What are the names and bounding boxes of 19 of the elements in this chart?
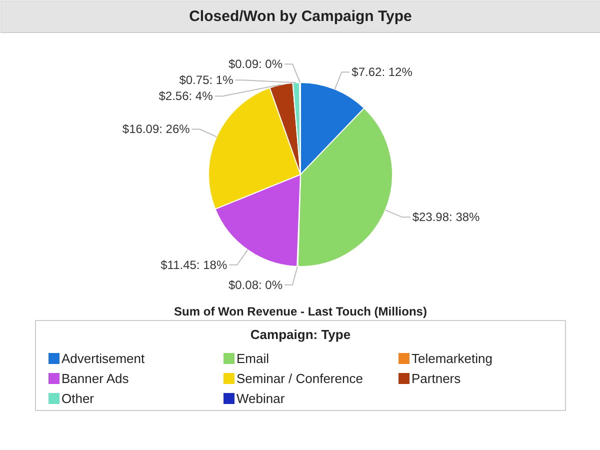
- legend-label: Partners: [412, 371, 462, 386]
- text: Sum of Won Revenue - Last Touch (Millions): [174, 304, 427, 318]
- data-label: $7.62: 12%: [352, 65, 413, 80]
- data-label: $0.09: 0%: [228, 57, 283, 72]
- data-label: $16.09: 26%: [122, 122, 190, 136]
- data-label: $2.56: 4%: [158, 89, 214, 104]
- legend-label: Advertisement: [62, 351, 145, 366]
- legend-label: Banner Ads: [62, 371, 130, 386]
- legend-label: Email: [236, 351, 270, 366]
- legend-label: Other: [62, 391, 95, 406]
- data-label: $0.08: 0%: [228, 278, 283, 292]
- legend-label: Webinar: [236, 391, 286, 406]
- legend-label: Telemarketing: [412, 351, 492, 366]
- data-label: $0.75: 1%: [179, 73, 234, 88]
- legend-label: Seminar / Conference: [236, 371, 363, 386]
- chart-title: Closed/Won by Campaign Type: [189, 8, 412, 25]
- data-label: $11.45: 18%: [160, 258, 228, 272]
- legend-title: Campaign: Type: [250, 327, 351, 342]
- data-label: $23.98: 38%: [412, 210, 480, 224]
